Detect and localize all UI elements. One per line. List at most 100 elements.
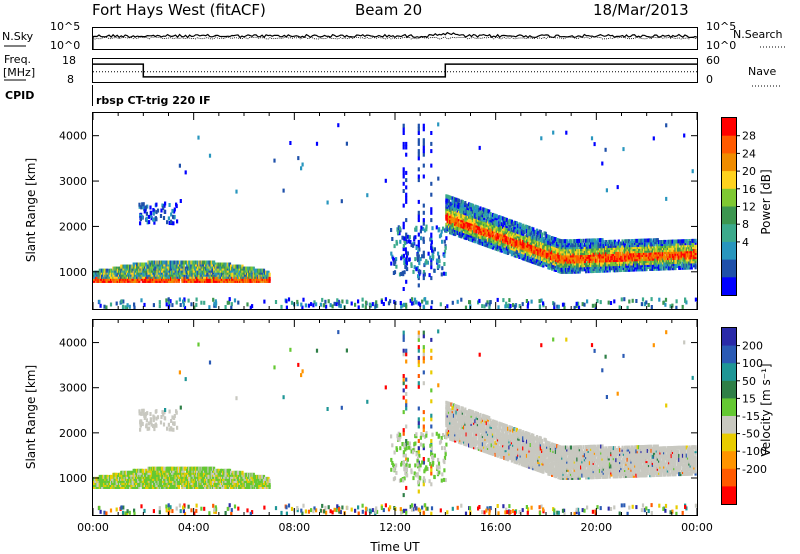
power-cell xyxy=(578,253,581,258)
power-cell xyxy=(491,221,495,226)
power-cell xyxy=(676,255,680,260)
power-cell xyxy=(641,259,644,264)
power-cell xyxy=(559,239,562,244)
power-cell xyxy=(684,239,687,244)
power-cell xyxy=(460,205,463,210)
power-cell xyxy=(405,196,408,201)
power-cell xyxy=(480,213,483,217)
power-cell xyxy=(614,249,617,254)
power-cell xyxy=(488,209,491,214)
power-cell xyxy=(479,206,482,211)
power-cell xyxy=(689,263,692,268)
power-cell xyxy=(637,238,641,243)
power-cell xyxy=(265,278,268,283)
power-cell xyxy=(430,240,433,245)
power-cell xyxy=(499,227,502,232)
power-cell xyxy=(535,230,539,235)
power-cell xyxy=(417,218,420,223)
power-cell xyxy=(170,219,173,224)
power-cell xyxy=(478,226,481,231)
power-cell xyxy=(422,304,425,309)
velocity-cell xyxy=(139,474,142,479)
power-cell xyxy=(678,251,681,256)
power-cell xyxy=(139,274,142,279)
freq-left-tick-bottom: 8 xyxy=(67,73,74,86)
power-cell xyxy=(226,274,229,279)
power-cell xyxy=(592,242,595,247)
power-cell xyxy=(140,215,143,219)
power-cell xyxy=(300,302,303,307)
power-cell xyxy=(515,237,518,242)
power-cell xyxy=(514,233,517,238)
power-cell xyxy=(259,278,262,283)
power-cell xyxy=(556,258,559,263)
power-cell xyxy=(163,203,166,208)
power-cell xyxy=(612,262,615,267)
power-cell xyxy=(644,252,647,257)
power-cell xyxy=(296,302,299,307)
velocity-cell xyxy=(114,481,117,485)
power-cell xyxy=(686,265,690,270)
power-cell xyxy=(581,263,584,268)
power-cell xyxy=(405,239,408,244)
power-cell xyxy=(529,228,532,233)
power-cell xyxy=(137,274,140,279)
power-cell xyxy=(235,264,238,269)
power-cell xyxy=(488,225,491,230)
power-cell xyxy=(572,255,575,260)
velocity-cell xyxy=(104,474,107,479)
power-cell xyxy=(479,241,482,246)
power-cell xyxy=(149,268,152,273)
power-cell xyxy=(544,260,547,265)
power-cell xyxy=(693,259,696,264)
power-cell xyxy=(681,261,685,266)
power-cell xyxy=(268,272,271,277)
power-cell xyxy=(122,268,125,273)
power-cell xyxy=(480,237,483,242)
power-cell xyxy=(402,189,405,193)
power-cell xyxy=(645,238,648,243)
power-cell xyxy=(517,236,520,241)
velocity-cell xyxy=(132,481,135,485)
power-cell xyxy=(430,265,433,270)
power-cell xyxy=(607,258,610,263)
power-cell xyxy=(655,238,658,243)
power-cell xyxy=(176,219,179,224)
velocity-cell xyxy=(167,468,170,473)
power-cell xyxy=(509,243,512,248)
power-cell xyxy=(525,235,529,240)
power-cell xyxy=(289,141,292,145)
power-cell xyxy=(494,240,497,245)
power-cell xyxy=(167,216,170,221)
power-cell xyxy=(417,210,420,215)
power-cell xyxy=(529,236,532,241)
power-cell xyxy=(454,205,457,210)
power-cell xyxy=(387,301,391,306)
power-cell xyxy=(430,131,433,135)
power-cell xyxy=(254,268,258,273)
power-cell xyxy=(488,217,491,222)
power-cell xyxy=(674,266,677,271)
power-cell xyxy=(468,228,471,233)
power-cell xyxy=(240,268,243,273)
power-cell xyxy=(641,242,644,247)
power-cell xyxy=(125,305,129,310)
power-cell xyxy=(493,213,496,218)
velocity-cell xyxy=(188,466,191,471)
power-cell xyxy=(392,271,395,275)
power-cell xyxy=(214,303,217,308)
velocity-cell xyxy=(175,470,178,475)
power-cell xyxy=(357,299,360,304)
power-cell xyxy=(499,215,502,220)
power-cell xyxy=(331,304,334,309)
power-cell xyxy=(679,239,682,244)
power-cell xyxy=(517,230,520,235)
power-cell xyxy=(626,255,629,260)
power-cell xyxy=(640,240,643,245)
power-cell xyxy=(569,249,573,254)
power-cell xyxy=(223,274,226,279)
power-cell xyxy=(192,268,195,273)
power-cell xyxy=(119,268,122,273)
power-cell xyxy=(339,304,342,309)
